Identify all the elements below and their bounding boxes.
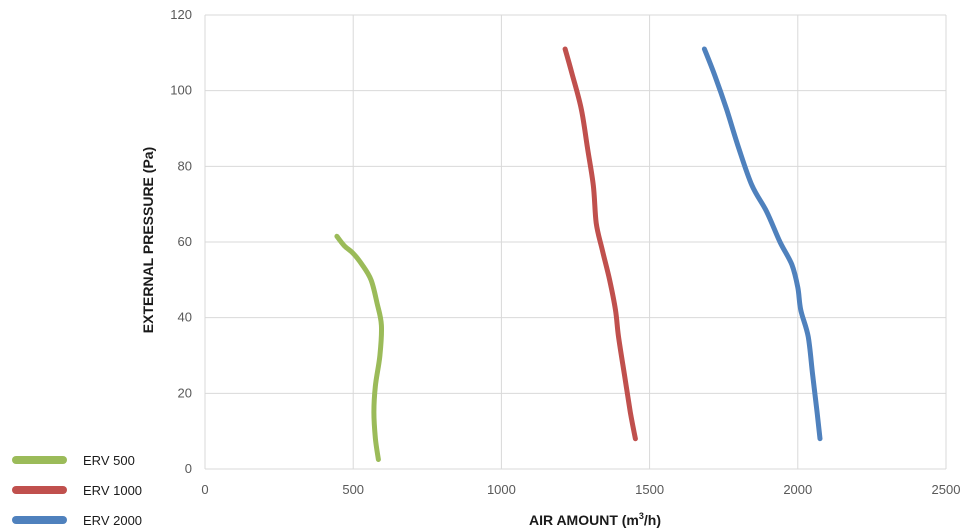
y-tick-label: 80 <box>178 158 192 173</box>
legend: ERV 500 ERV 1000 ERV 2000 <box>12 453 142 528</box>
series-line-erv-2000 <box>701 46 823 442</box>
x-tick-label: 2000 <box>783 482 812 497</box>
legend-label-erv-2000: ERV 2000 <box>83 513 142 528</box>
series-line-erv-1000 <box>562 46 638 442</box>
y-tick-label: 120 <box>170 7 192 22</box>
x-axis-title-end: /h) <box>644 512 661 528</box>
tick-labels: 0 500 1000 1500 2000 2500 0 20 40 60 80 100 120 <box>170 7 960 497</box>
legend-label-erv-500: ERV 500 <box>83 453 135 468</box>
y-tick-label: 40 <box>178 310 192 325</box>
y-tick-label: 20 <box>178 385 192 400</box>
y-tick-label: 60 <box>178 234 192 249</box>
y-tick-label: 100 <box>170 83 192 98</box>
x-tick-label: 500 <box>342 482 364 497</box>
x-tick-label: 1000 <box>487 482 516 497</box>
series-lines <box>334 46 823 462</box>
x-tick-label: 1500 <box>635 482 664 497</box>
x-tick-label: 0 <box>201 482 208 497</box>
series-line-erv-500 <box>334 233 385 462</box>
legend-label-erv-1000: ERV 1000 <box>83 483 142 498</box>
y-tick-label: 0 <box>185 461 192 476</box>
x-tick-label: 2500 <box>932 482 961 497</box>
x-axis-title-superscript: 3 <box>639 511 644 521</box>
gridlines <box>204 14 947 470</box>
y-axis-title: EXTERNAL PRESSURE (Pa) <box>140 147 156 333</box>
x-axis-title: AIR AMOUNT (m3/h) <box>529 511 661 528</box>
x-axis-title-main: AIR AMOUNT (m <box>529 512 639 528</box>
